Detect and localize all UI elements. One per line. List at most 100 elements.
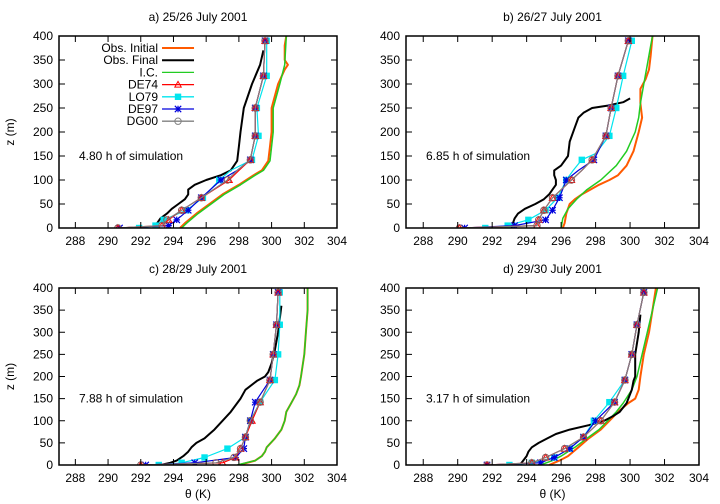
y-tick-label: 200: [33, 125, 53, 139]
data-point-de97: [555, 194, 564, 202]
y-tick-label: 250: [380, 347, 400, 361]
data-point-lo79: [155, 461, 162, 465]
data-point-de97: [510, 221, 519, 228]
x-tick-label: 292: [482, 234, 502, 248]
data-point-de74: [236, 444, 245, 452]
plot-frame: [58, 287, 338, 466]
data-point-dg00: [259, 72, 268, 80]
data-point-de97: [191, 459, 199, 465]
data-point-dg00: [158, 221, 166, 228]
series-line-obs-initial: [179, 36, 289, 228]
data-point-lo79: [619, 72, 627, 80]
data-point-dg00: [272, 321, 281, 329]
panel-title: a) 25/26 July 2001: [149, 10, 248, 24]
y-tick-label: 400: [33, 29, 53, 43]
data-point-dg00: [261, 37, 269, 45]
y-tick-label: 100: [380, 173, 400, 187]
data-point-de74: [256, 397, 265, 406]
series-dg00: [455, 37, 633, 228]
data-point-dg00: [633, 321, 641, 329]
y-tick-label: 0: [46, 221, 53, 235]
x-tick-label: 292: [131, 471, 151, 485]
simulation-duration-annotation: 4.80 h of simulation: [79, 149, 183, 163]
series-line-obs-final: [519, 314, 642, 465]
x-tick-label: 304: [689, 234, 709, 248]
series-obs-final: [160, 305, 283, 465]
data-point-de97: [541, 216, 550, 224]
series-obs-initial: [238, 288, 309, 465]
data-point-de97: [624, 37, 632, 45]
x-tick-label: 294: [163, 471, 183, 485]
data-point-dg00: [212, 459, 220, 465]
x-tick-label: 304: [327, 471, 347, 485]
data-point-dg00: [269, 350, 277, 359]
data-point-dg00: [614, 72, 622, 80]
data-point-lo79: [613, 104, 620, 112]
x-tick-label: 302: [294, 471, 314, 485]
legend-label: LO79: [129, 90, 159, 104]
series-line-dg00: [117, 40, 266, 228]
data-point-de97: [548, 206, 557, 214]
y-tick-label: 250: [33, 101, 53, 115]
data-point-lo79: [274, 351, 282, 358]
data-point-de74: [588, 155, 597, 163]
x-tick-label: 302: [655, 471, 675, 485]
data-point-dg00: [624, 37, 633, 45]
legend-item-obs-initial: Obs. Initial: [101, 41, 195, 55]
series-lo79: [155, 289, 283, 465]
data-point-de74: [246, 155, 255, 163]
panel-d: d) 29/30 July 2001 288 290 292 294 296 298 300 3…: [380, 262, 709, 501]
y-tick-label: 100: [33, 414, 53, 428]
legend-item-dg00: DG00: [127, 114, 195, 128]
y-tick-label: 50: [40, 197, 54, 211]
series-line-dg00: [459, 40, 629, 228]
x-tick-label: 294: [163, 234, 183, 248]
y-tick-label: 200: [33, 370, 53, 384]
x-tick-label: 298: [229, 234, 249, 248]
y-tick-label: 150: [33, 149, 53, 163]
x-tick-label: 296: [196, 471, 216, 485]
x-axis-label: θ (K): [185, 487, 211, 501]
data-point-dg00: [535, 216, 543, 224]
data-point-dg00: [602, 132, 610, 140]
series-line-de97: [145, 292, 279, 465]
data-point-de74: [218, 458, 227, 465]
y-tick-label: 300: [33, 325, 53, 339]
data-point-de74: [567, 175, 576, 184]
y-tick-label: 350: [33, 53, 53, 67]
panel-b: b) 26/27 July 2001 288 290 292 294 296 298 300 3…: [380, 10, 709, 248]
data-point-dg00: [246, 156, 255, 164]
panel-title: c) 28/29 July 2001: [149, 262, 247, 276]
legend-marker: [173, 80, 183, 88]
series-line-dg00: [486, 292, 645, 465]
data-point-lo79: [178, 459, 185, 465]
data-point-dg00: [548, 194, 557, 202]
plot-frame: [405, 35, 700, 229]
legend-label: DG00: [127, 114, 159, 128]
panel-c: c) 28/29 July 2001 288 290 292 294 296 298 300 3…: [3, 262, 347, 501]
data-point-dg00: [607, 104, 615, 112]
data-point-de97: [173, 216, 181, 224]
series-group: [483, 288, 659, 465]
x-tick-label: 300: [262, 471, 282, 485]
data-point-dg00: [246, 417, 255, 425]
data-point-de97: [261, 37, 269, 45]
data-point-dg00: [540, 206, 548, 214]
data-point-de74: [241, 432, 250, 441]
data-point-dg00: [241, 433, 250, 441]
data-point-de74: [596, 416, 605, 424]
series-group: [114, 36, 289, 228]
y-tick-label: 100: [33, 173, 53, 187]
data-point-dg00: [197, 194, 205, 202]
legend-item-lo79: LO79: [129, 90, 195, 104]
data-point-dg00: [223, 176, 232, 184]
x-tick-label: 304: [327, 234, 347, 248]
series-group: [455, 36, 654, 228]
series-dg00: [114, 37, 269, 228]
legend-item-de97: DE97: [128, 102, 195, 116]
data-point-de97: [251, 398, 259, 406]
x-tick-label: 296: [551, 234, 571, 248]
series-i-c: [560, 36, 654, 228]
legend-marker: [174, 93, 182, 100]
legend-label: DE97: [128, 102, 158, 116]
